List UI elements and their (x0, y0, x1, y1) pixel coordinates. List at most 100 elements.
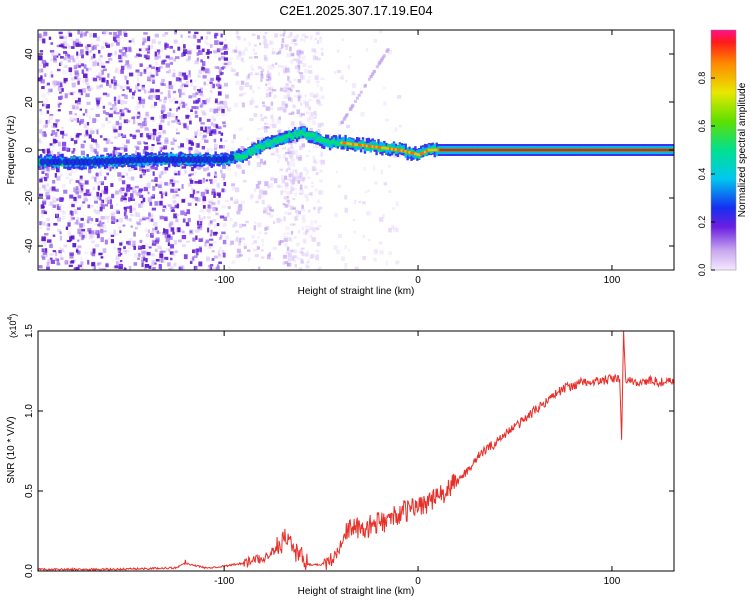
spectrogram-cell (301, 33, 306, 37)
spectrogram-cell (70, 77, 75, 81)
spectrogram-ridge-peak (447, 148, 450, 152)
spectrogram-cell (353, 230, 356, 234)
spectrogram-ridge-mid (270, 140, 274, 149)
colorbar-gradient (711, 30, 736, 270)
spectrogram-ridge-core (346, 139, 349, 145)
spectrogram-cell (290, 147, 294, 151)
spectrogram-cell (118, 123, 122, 128)
spectrogram-cell (148, 94, 153, 100)
spectrogram-cell (138, 203, 142, 208)
spectrogram-cell (283, 95, 288, 99)
spectrogram-cell (275, 148, 279, 153)
spectrogram-cell (175, 218, 179, 223)
spectrogram-cell (260, 114, 263, 117)
spectrogram-cell (171, 147, 174, 151)
colorbar-tick-label: 0.2 (697, 216, 707, 229)
spectrogram-ridge-blob (99, 157, 106, 166)
spectrogram-cell (88, 87, 92, 91)
spectrogram-cell (315, 80, 320, 84)
spectrogram-cell (70, 137, 74, 142)
spectrogram-cell (121, 134, 127, 138)
spectrogram-ytick-label: 20 (24, 96, 35, 108)
spectrogram-cell (182, 244, 186, 248)
spectrogram-cell (192, 249, 196, 254)
spectrogram-cell (148, 212, 151, 217)
spectrogram-cell (107, 237, 112, 240)
spectrogram-cell (110, 239, 115, 244)
spectrogram-cell (39, 226, 43, 230)
spectrogram-ridge-peak (373, 145, 376, 149)
spectrogram-cell (236, 236, 239, 242)
spectrogram-cell (283, 30, 286, 35)
spectrogram-cell (214, 34, 217, 39)
spectrogram-cell (79, 108, 83, 111)
spectrogram-cell (298, 267, 303, 270)
spectrogram-cell (127, 110, 131, 113)
spectrogram-cell (174, 118, 179, 123)
spectrogram-cell (143, 267, 148, 270)
snr-scale-close: ) (8, 314, 18, 317)
spectrogram-cell (290, 249, 295, 252)
spectrogram-cell (140, 203, 144, 209)
spectrogram-cell (318, 190, 322, 195)
spectrogram-cell (338, 234, 342, 238)
spectrogram-cell (79, 33, 83, 38)
spectrogram-cell (107, 199, 110, 205)
spectrogram-cell (221, 62, 225, 67)
spectrogram-cell (217, 126, 222, 130)
spectrogram-cell (218, 131, 221, 134)
spectrogram-cell (313, 161, 318, 165)
spectrogram-cell (296, 212, 300, 217)
spectrogram-cell (49, 143, 53, 146)
spectrogram-cell (294, 65, 298, 69)
spectrogram-cell (72, 40, 76, 46)
spectrogram-cell (105, 197, 109, 203)
spectrogram-cell (87, 259, 90, 265)
spectrogram-cell (187, 35, 191, 38)
spectrogram-cell (59, 173, 63, 178)
spectrogram-cell (293, 259, 297, 263)
spectrogram-cell (145, 111, 149, 117)
spectrogram-cell (189, 179, 194, 184)
spectrogram-cell (213, 175, 217, 178)
spectrogram-ridge-core (328, 141, 332, 146)
spectrogram-cell (138, 122, 142, 126)
spectrogram-ridge-peak (532, 148, 535, 152)
spectrogram-cell (106, 42, 110, 45)
spectrogram-cell (294, 149, 298, 155)
spectrogram-cell (194, 180, 199, 184)
spectrogram-ridge-peak (546, 148, 549, 152)
spectrogram-cell (318, 266, 322, 269)
spectrogram-cell (143, 72, 147, 75)
spectrogram-cell (217, 85, 222, 89)
spectrogram-cell (84, 180, 89, 185)
spectrogram-cell (59, 36, 64, 39)
spectrogram-cell (207, 264, 213, 268)
spectrogram-cell (142, 254, 146, 259)
spectrogram-ridge-blob (70, 158, 77, 166)
spectrogram-cell (216, 264, 220, 268)
spectrogram-ridge-peak (598, 148, 601, 152)
spectrogram-cell (311, 120, 316, 126)
spectrogram-ridge-peak (503, 148, 506, 152)
spectrogram-cell (180, 163, 183, 166)
spectrogram-cell (142, 201, 145, 205)
spectrogram-cell (172, 69, 176, 73)
spectrogram-cell (155, 71, 159, 77)
spectrogram-cell (129, 207, 133, 212)
spectrogram-cell (50, 71, 53, 76)
spectrogram-cell (173, 40, 178, 44)
spectrogram-cell (310, 220, 313, 225)
spectrogram-cell (152, 79, 155, 84)
spectrogram-cell (127, 250, 130, 253)
spectrogram-ridge-peak (501, 148, 504, 152)
spectrogram-cell (284, 243, 288, 247)
spectrogram-cell (47, 258, 52, 264)
spectrogram-cell (44, 233, 49, 236)
spectrogram-cell (72, 106, 76, 110)
spectrogram-cell (159, 115, 164, 120)
spectrogram-cell (344, 195, 348, 200)
spectrogram-cell (126, 86, 130, 90)
spectrogram-cell (286, 191, 291, 196)
spectrogram-cell (168, 56, 174, 60)
